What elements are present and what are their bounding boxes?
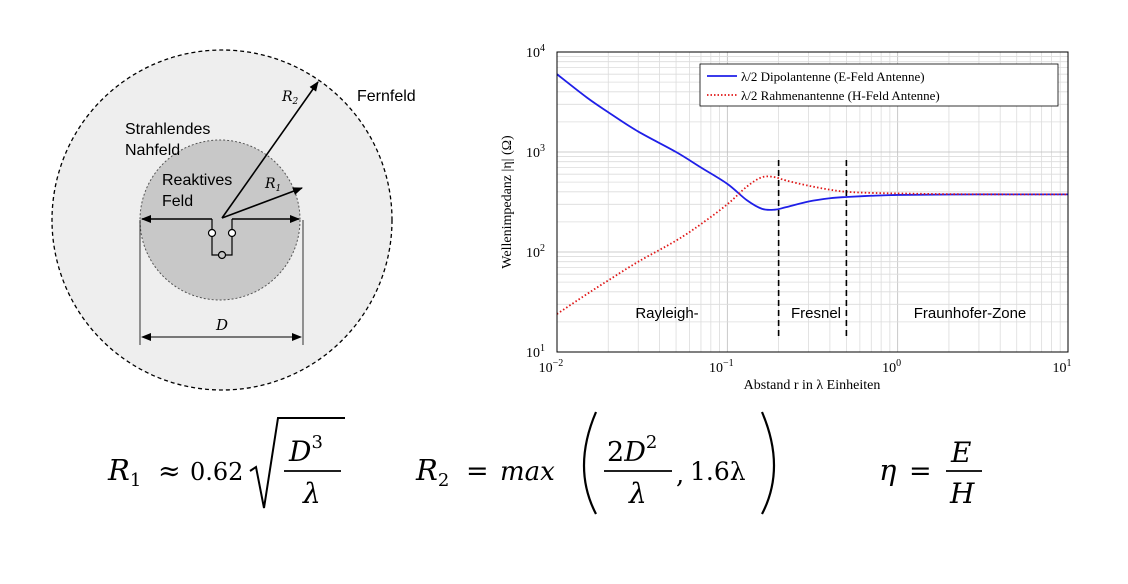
impedance-chart: 10−2 10−1 100 101 101 102 103 104 Rayleigh- Fres…	[500, 43, 1072, 393]
eta-lhs: η	[879, 453, 897, 487]
fernfeld-label: Fernfeld	[357, 88, 416, 105]
zone-label: Fresnel	[791, 305, 841, 322]
zone-label: Fraunhofer-Zone	[914, 305, 1027, 322]
d-label: D	[215, 316, 228, 334]
strahlendes-label: Strahlendes	[125, 121, 210, 138]
zone-labels: Rayleigh- Fresnel Fraunhofer-Zone	[635, 305, 1026, 322]
r1-lhs: R	[107, 453, 130, 487]
svg-text:R2: R2	[415, 453, 449, 491]
r2-num-coef: 2	[607, 437, 624, 468]
legend: λ/2 Dipolantenne (E-Feld Antenne) λ/2 Ra…	[699, 63, 1059, 107]
y-tick-label: 101	[526, 343, 545, 361]
r1-op: ≈	[158, 456, 181, 487]
r2-right-paren	[760, 411, 776, 515]
zone-label: Rayleigh-	[635, 305, 698, 322]
legend-box	[699, 63, 1059, 107]
r2-lhs: R	[415, 453, 438, 487]
legend-label-dipol: λ/2 Dipolantenne (E-Feld Antenne)	[741, 69, 925, 84]
sqrt-symbol	[249, 417, 345, 509]
x-tick-label: 10−2	[539, 358, 564, 376]
y-tick-label: 102	[526, 243, 545, 261]
r1-num: D	[288, 435, 311, 468]
legend-label-rahmen: λ/2 Rahmenantenne (H-Feld Antenne)	[741, 88, 940, 103]
r2-second: 1.6λ	[690, 457, 746, 486]
r2-comma: ,	[676, 460, 684, 490]
r1-coef: 0.62	[190, 458, 243, 486]
r1-num-exp: 3	[311, 432, 322, 453]
y-tick-label: 104	[526, 43, 545, 61]
series-line-dipol	[557, 73, 1068, 211]
svg-text:2D2: 2D2	[607, 432, 657, 468]
field-regions-diagram: Strahlendes Nahfeld Fernfeld Reaktives F…	[51, 49, 416, 391]
r2-func: max	[500, 457, 555, 487]
eta-den: H	[949, 477, 975, 510]
r1-label: R1	[264, 176, 281, 194]
svg-text:R1: R1	[107, 453, 141, 491]
x-tick-label: 10−1	[709, 358, 734, 376]
inner-reactive-circle	[139, 139, 301, 301]
y-axis-label: Wellenimpedanz |η| (Ω)	[500, 135, 515, 269]
reaktives-label: Reaktives	[162, 172, 232, 189]
r2-num-exp: 2	[646, 432, 657, 453]
r2-op: =	[466, 456, 489, 487]
eta-op: =	[909, 456, 932, 487]
dipole-feed-icon	[207, 219, 237, 260]
r1-den: λ	[302, 477, 321, 510]
r1-arrow	[221, 187, 303, 219]
r2-den: λ	[628, 477, 647, 510]
nahfeld-label: Nahfeld	[125, 142, 180, 159]
formula-r1: R1 ≈ 0.62 D3 λ	[107, 417, 345, 510]
series-layer	[557, 73, 1068, 315]
y-tick-label: 103	[526, 143, 545, 161]
feld-label: Feld	[162, 193, 193, 210]
r2-lhs-sub: 2	[438, 470, 449, 491]
svg-text:D3: D3	[288, 432, 323, 468]
x-tick-label: 100	[882, 358, 901, 376]
eta-num: E	[950, 436, 971, 469]
formula-r2: R2 = max 2D2 λ , 1.6λ	[415, 411, 776, 515]
plot-frame	[556, 51, 1069, 353]
r2-num-var: D	[623, 437, 646, 468]
formula-eta: η = E H	[879, 436, 982, 510]
zone-boundaries	[777, 160, 848, 340]
r2-left-paren	[582, 411, 598, 515]
r1-lhs-sub: 1	[130, 470, 141, 491]
x-tick-label: 101	[1053, 358, 1072, 376]
tick-labels: 10−2 10−1 100 101 101 102 103 104	[526, 43, 1072, 376]
series-line-rahmen	[557, 175, 1068, 315]
x-axis-label: Abstand r in λ Einheiten	[744, 378, 881, 393]
r2-arrow	[221, 81, 319, 219]
r2-label: R2	[281, 89, 299, 107]
